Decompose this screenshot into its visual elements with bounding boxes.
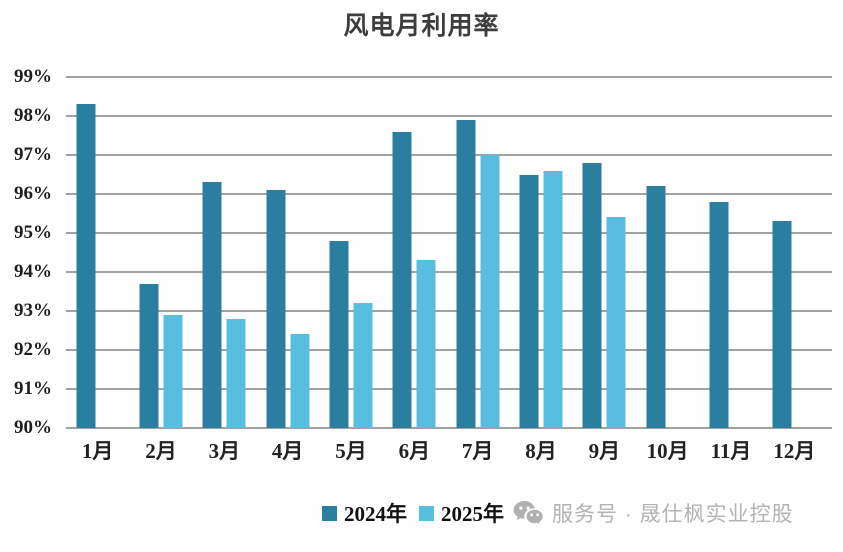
legend-label: 2024年 bbox=[344, 502, 407, 526]
watermark-text: 服务号 · 晟仕枫实业控股 bbox=[552, 503, 794, 526]
bar-pair bbox=[76, 77, 119, 428]
bar-group-5月 bbox=[319, 77, 382, 428]
bar-2024年-9月 bbox=[582, 162, 602, 428]
gridline bbox=[66, 232, 832, 234]
x-tick-label-4月: 4月 bbox=[271, 439, 304, 463]
bar-pair bbox=[772, 77, 816, 428]
bar-group-6月 bbox=[383, 77, 446, 428]
bar-2024年-3月 bbox=[202, 182, 222, 428]
bar-group-8月 bbox=[509, 77, 572, 428]
gridline bbox=[66, 388, 832, 390]
y-tick-label: 93% bbox=[14, 300, 52, 321]
bar-group-4月 bbox=[256, 77, 319, 428]
y-tick-label: 96% bbox=[14, 183, 52, 204]
x-tick-label-8月: 8月 bbox=[525, 439, 557, 463]
gridline bbox=[66, 310, 832, 312]
bar-pair bbox=[329, 77, 373, 428]
x-tick-label-11月: 11月 bbox=[710, 439, 752, 463]
bar-2025年-3月 bbox=[226, 318, 246, 428]
bar-pair bbox=[456, 77, 500, 428]
y-tick-label: 99% bbox=[14, 66, 52, 87]
gridline bbox=[66, 76, 832, 78]
gridline bbox=[66, 349, 832, 351]
bar-2024年-4月 bbox=[266, 190, 286, 428]
bar-2024年-6月 bbox=[392, 131, 412, 428]
bar-2024年-8月 bbox=[519, 174, 539, 428]
bar-group-7月 bbox=[446, 77, 509, 428]
bar-2024年-11月 bbox=[709, 201, 729, 428]
bar-2025年-2月 bbox=[163, 314, 183, 428]
bar-group-3月 bbox=[193, 77, 256, 428]
x-tick-label-5月: 5月 bbox=[335, 439, 367, 463]
bar-2024年-5月 bbox=[329, 240, 349, 428]
y-tick-label: 95% bbox=[14, 222, 52, 243]
x-tick-label-9月: 9月 bbox=[588, 439, 621, 463]
bar-pair bbox=[646, 77, 689, 428]
watermark: 服务号 · 晟仕枫实业控股 bbox=[513, 498, 794, 528]
gridline bbox=[66, 193, 832, 195]
chart-title: 风电月利用率 bbox=[343, 12, 500, 40]
y-axis: 99% 98% 97% 96% 95% 94% 93% 92% 91% 90% bbox=[0, 66, 52, 438]
bar-group-1月 bbox=[66, 77, 129, 428]
x-tick-label-7月: 7月 bbox=[461, 439, 494, 463]
legend-item-2025年: 2025年 bbox=[419, 498, 504, 528]
bar-2024年-2月 bbox=[139, 283, 159, 428]
chart-footer: 2024年 2025年 服务号 · 晟仕枫实业控股 bbox=[322, 500, 794, 526]
y-tick-label: 91% bbox=[14, 378, 52, 399]
bar-group-11月 bbox=[699, 77, 762, 428]
bar-pair bbox=[582, 77, 626, 428]
bar-2024年-10月 bbox=[646, 186, 666, 428]
x-tick-label-10月: 10月 bbox=[646, 439, 689, 463]
gridline bbox=[66, 115, 832, 117]
plot-area bbox=[66, 76, 832, 429]
x-tick-label-2月: 2月 bbox=[145, 439, 177, 463]
y-tick-label: 98% bbox=[14, 105, 52, 126]
x-tick-label-3月: 3月 bbox=[208, 439, 241, 463]
bar-group-10月 bbox=[636, 77, 699, 428]
gridline bbox=[66, 271, 832, 273]
x-axis: 1月 2月 3月 4月 5月 6月 7月 8月 9月 10月 11月 12月 bbox=[66, 437, 826, 465]
legend-item-2024年: 2024年 bbox=[322, 498, 407, 528]
bar-2025年-8月 bbox=[543, 170, 563, 428]
bar-group-9月 bbox=[573, 77, 636, 428]
y-tick-label: 97% bbox=[14, 144, 52, 165]
bar-2024年-12月 bbox=[772, 221, 792, 428]
bar-pair bbox=[202, 77, 246, 428]
wechat-icon bbox=[513, 501, 544, 526]
gridline bbox=[66, 154, 832, 156]
bar-pair bbox=[519, 77, 563, 428]
bar-group-12月 bbox=[763, 77, 826, 428]
y-tick-label: 92% bbox=[14, 339, 52, 360]
legend-swatch bbox=[322, 505, 337, 521]
legend-label: 2025年 bbox=[441, 502, 504, 526]
bar-2024年-7月 bbox=[456, 119, 476, 428]
bar-2025年-5月 bbox=[353, 303, 373, 428]
legend: 2024年 2025年 bbox=[322, 498, 504, 528]
y-tick-label: 90% bbox=[14, 417, 52, 438]
y-tick-label: 94% bbox=[14, 261, 52, 282]
bar-2024年-1月 bbox=[76, 104, 96, 428]
bar-pair bbox=[392, 77, 436, 428]
bar-2025年-4月 bbox=[290, 334, 310, 428]
gridline bbox=[66, 427, 832, 429]
x-tick-label-1月: 1月 bbox=[81, 439, 114, 463]
bar-group-2月 bbox=[129, 77, 192, 428]
bar-2025年-9月 bbox=[606, 217, 626, 428]
bar-2025年-7月 bbox=[480, 155, 500, 428]
bar-2025年-6月 bbox=[416, 260, 436, 428]
legend-swatch bbox=[419, 505, 434, 521]
bar-pair bbox=[709, 77, 752, 428]
bar-pair bbox=[266, 77, 310, 428]
bar-pair bbox=[139, 77, 183, 428]
x-tick-label-6月: 6月 bbox=[398, 439, 431, 463]
x-tick-label-12月: 12月 bbox=[773, 439, 816, 463]
